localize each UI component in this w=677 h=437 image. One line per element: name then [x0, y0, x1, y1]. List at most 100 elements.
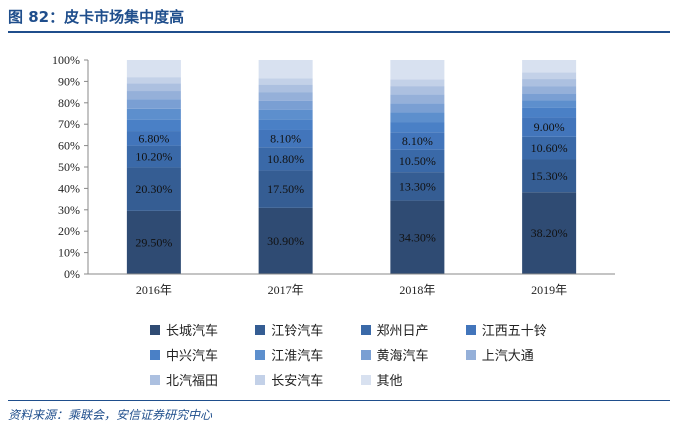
data-label: 17.50%	[267, 182, 304, 196]
data-label: 10.50%	[399, 154, 436, 168]
bar-segment	[522, 136, 577, 160]
data-label: 10.60%	[531, 141, 568, 155]
y-tick-label: 100%	[52, 53, 80, 67]
data-label: 38.20%	[531, 226, 568, 240]
legend-item: 中兴汽车	[150, 345, 241, 364]
bars-group: 29.50% 20.30% 10.20% 6.80% 30.90% 17.50% 10.80…	[126, 60, 577, 274]
legend-item: 黄海汽车	[360, 345, 452, 364]
bar-segment	[390, 94, 445, 104]
bar-segment	[522, 192, 577, 274]
legend-swatch	[465, 324, 476, 335]
legend-item: 江淮汽车	[255, 345, 346, 364]
legend-label: 江淮汽车	[271, 349, 324, 364]
y-tick-label: 30%	[58, 203, 80, 217]
legend-item: 北汽福田	[150, 370, 241, 389]
bar-segment	[390, 60, 445, 80]
legend-item: 其他	[360, 370, 452, 389]
bar-segment	[522, 86, 577, 94]
bar-segment	[522, 159, 577, 193]
y-axis: 0% 10% 20% 30% 40% 50% 60% 70% 80% 90% 100%	[52, 53, 89, 281]
y-tick-label: 0%	[64, 267, 80, 281]
legend-swatch	[255, 374, 266, 385]
legend-item: 江铃汽车	[255, 320, 346, 339]
stacked-bar-chart: 0% 10% 20% 30% 40% 50% 60% 70% 80% 90% 100% 29.50%…	[52, 53, 615, 297]
x-tick-label: 2019年	[531, 283, 567, 297]
bar-segment	[126, 119, 181, 132]
data-label: 9.00%	[534, 120, 565, 134]
legend-swatch	[465, 349, 476, 360]
source-note: 资料来源：乘联会，安信证券研究中心	[8, 408, 213, 422]
data-label: 10.20%	[135, 150, 172, 164]
data-label: 20.30%	[135, 182, 172, 196]
legend-label: 江西五十铃	[481, 324, 547, 339]
data-label: 8.10%	[402, 134, 433, 148]
x-tick-label: 2018年	[399, 283, 435, 297]
bar-segment	[522, 72, 577, 80]
bar-segment	[390, 122, 445, 133]
bar-segment	[258, 207, 313, 274]
legend-swatch	[360, 374, 371, 385]
y-tick-label: 80%	[58, 96, 80, 110]
bar-segment	[522, 117, 577, 137]
bar-segment	[258, 119, 313, 130]
bar-segment	[390, 132, 445, 150]
bar-segment	[258, 84, 313, 93]
bar-segment	[126, 83, 181, 92]
legend-label: 长城汽车	[166, 324, 219, 339]
x-tick-label: 2016年	[136, 283, 172, 297]
legend-item: 江西五十铃	[465, 320, 570, 339]
bar-segment	[390, 172, 445, 201]
bar-segment	[522, 60, 577, 73]
legend-item: 长安汽车	[255, 370, 346, 389]
bar-segment	[258, 92, 313, 101]
legend-label: 北汽福田	[166, 374, 219, 389]
bar-segment	[126, 60, 181, 78]
legend-swatch	[360, 324, 371, 335]
bar-segment	[126, 167, 181, 211]
y-tick-label: 20%	[58, 224, 80, 238]
bar-segment	[258, 129, 313, 148]
legend-swatch	[255, 349, 266, 360]
legend-label: 其他	[376, 374, 403, 389]
y-tick-label: 10%	[58, 246, 80, 260]
legend-swatch	[150, 324, 160, 335]
bar-segment	[390, 103, 445, 113]
y-tick-label: 70%	[58, 117, 80, 131]
y-tick-label: 50%	[58, 160, 80, 174]
legend-item: 长城汽车	[150, 320, 241, 339]
legend-swatch	[255, 324, 266, 335]
legend: 长城汽车 江铃汽车 郑州日产 江西五十铃 中兴汽车 江淮汽车 黄海汽车 上汽大通 北汽福田 长安汽…	[150, 320, 570, 389]
bar-segment	[258, 60, 313, 79]
bar-segment	[522, 100, 577, 108]
legend-label: 郑州日产	[376, 324, 429, 339]
data-label: 29.50%	[135, 235, 172, 249]
bar-segment	[126, 91, 181, 100]
legend-item: 郑州日产	[360, 320, 452, 339]
bar-segment	[390, 149, 445, 173]
y-tick-label: 60%	[58, 139, 80, 153]
x-tick-label: 2017年	[268, 283, 304, 297]
bar-segment	[126, 131, 181, 146]
bar-segment	[126, 145, 181, 168]
legend-label: 黄海汽车	[376, 349, 429, 364]
bar-segment	[258, 170, 313, 208]
bar-segment	[390, 112, 445, 123]
bar-segment	[126, 210, 181, 274]
data-label: 6.80%	[138, 131, 169, 145]
bar-segment	[390, 200, 445, 274]
data-label: 15.30%	[531, 169, 568, 183]
data-label: 8.10%	[270, 132, 301, 146]
bar-segment	[522, 79, 577, 87]
data-label: 30.90%	[267, 234, 304, 248]
bar-segment	[258, 109, 313, 120]
bar-segment	[258, 100, 313, 110]
y-tick-label: 40%	[58, 181, 80, 195]
bar-segment	[522, 93, 577, 101]
legend-label: 中兴汽车	[166, 349, 219, 364]
legend-swatch	[360, 349, 371, 360]
bar-segment	[126, 99, 181, 109]
bar-segment	[522, 107, 577, 118]
x-axis: 2016年 2017年 2018年 2019年	[88, 273, 615, 297]
legend-label: 长安汽车	[271, 374, 324, 389]
legend-swatch	[150, 349, 160, 360]
